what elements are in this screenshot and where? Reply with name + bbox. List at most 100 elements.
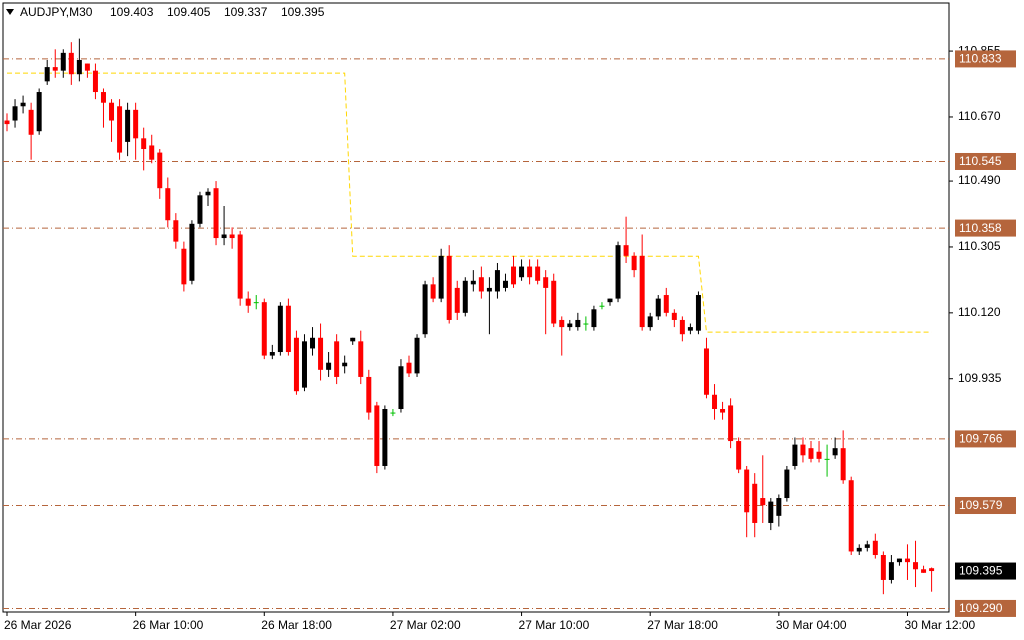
candle-body: [181, 248, 187, 285]
candle-body: [760, 498, 766, 506]
header-low: 109.337: [224, 5, 268, 19]
candle-body: [768, 501, 774, 523]
candle-body: [20, 102, 26, 107]
candle-body: [52, 67, 58, 71]
candle-body: [422, 284, 428, 335]
candle-body: [856, 547, 862, 552]
candle-body: [350, 337, 356, 342]
candle-body: [382, 409, 388, 466]
y-tick-label: 110.120: [958, 305, 1001, 319]
level-box: [955, 599, 1016, 617]
candle-body: [229, 234, 235, 239]
collapse-triangle[interactable]: [6, 9, 14, 15]
candle-body: [157, 152, 163, 189]
candle-body: [374, 405, 380, 466]
candle-body: [888, 562, 894, 580]
candle-body: [494, 270, 500, 292]
candle-body: [285, 305, 291, 353]
candle-body: [326, 362, 332, 370]
candle-body: [197, 195, 203, 224]
candle-body: [189, 223, 195, 281]
x-tick-label: 27 Mar 18:00: [647, 618, 718, 632]
candle-body: [551, 280, 557, 324]
level-label: 109.290: [959, 601, 1003, 615]
candle-body: [141, 138, 147, 150]
candle-body: [647, 316, 653, 328]
candle-body: [695, 295, 701, 331]
candle-body: [221, 234, 227, 239]
candle-body: [639, 255, 645, 328]
candle-body: [293, 337, 299, 392]
candle-body: [446, 255, 452, 320]
candle-body: [921, 569, 927, 573]
candle-body: [165, 188, 171, 221]
x-tick-label: 26 Mar 2026: [4, 618, 72, 632]
candle-body: [414, 337, 420, 374]
candle-body: [502, 280, 508, 288]
level-label: 109.766: [959, 432, 1003, 446]
candle-body: [720, 409, 726, 413]
candle-body: [60, 52, 66, 71]
candle-body: [117, 106, 123, 153]
candle-body: [776, 498, 782, 516]
candle-body: [792, 444, 798, 466]
candle-body: [808, 448, 814, 459]
candle-body: [904, 558, 910, 563]
header-close: 109.395: [281, 5, 325, 19]
candle-body: [109, 102, 115, 121]
candle-body: [736, 441, 742, 470]
x-tick-label: 30 Mar 04:00: [776, 618, 847, 632]
candle-body: [28, 109, 34, 135]
candle-body: [454, 287, 460, 313]
candle-body: [84, 63, 90, 71]
candle-body: [824, 458, 830, 460]
candle-body: [310, 337, 316, 349]
candle-body: [390, 412, 396, 414]
candle-body: [800, 444, 806, 456]
candle-body: [687, 327, 693, 331]
candle-body: [607, 298, 613, 303]
candle-body: [342, 362, 348, 367]
chart-title: AUDJPY,M30: [20, 5, 93, 19]
candle-body: [679, 319, 685, 335]
x-tick-label: 30 Mar 12:00: [904, 618, 975, 632]
header-open: 109.403: [110, 5, 154, 19]
candle-body: [12, 106, 18, 121]
candle-body: [671, 312, 677, 320]
level-box: [955, 219, 1016, 237]
candle-body: [896, 558, 902, 563]
candle-body: [784, 469, 790, 499]
candle-body: [36, 92, 42, 132]
candle-body: [752, 483, 758, 523]
candle-body: [929, 568, 935, 572]
candle-body: [253, 302, 259, 304]
candle-body: [728, 405, 734, 442]
candle-body: [269, 352, 275, 356]
candle-body: [655, 298, 661, 317]
candle-body: [744, 469, 750, 513]
candle-body: [663, 295, 669, 313]
candle-body: [575, 319, 581, 328]
candle-body: [543, 277, 549, 288]
candle-body: [68, 52, 74, 75]
y-tick-label: 110.670: [958, 109, 1001, 123]
candle-body: [535, 266, 541, 281]
header-high: 109.405: [167, 5, 211, 19]
candle-body: [4, 120, 10, 125]
plot-frame: [2, 2, 950, 613]
candle-body: [462, 280, 468, 313]
level-box: [955, 497, 1016, 515]
candle-body: [511, 266, 517, 285]
candle-body: [237, 234, 243, 299]
level-box: [955, 152, 1016, 170]
candle-body: [913, 562, 919, 570]
candle-body: [133, 109, 139, 139]
candle-body: [44, 67, 50, 82]
candle-body: [816, 451, 822, 459]
candle-body: [334, 341, 340, 377]
level-label: 110.545: [959, 154, 1002, 168]
candle-body: [583, 323, 589, 325]
candle-body: [591, 309, 597, 328]
current-price-box: [955, 562, 1016, 580]
